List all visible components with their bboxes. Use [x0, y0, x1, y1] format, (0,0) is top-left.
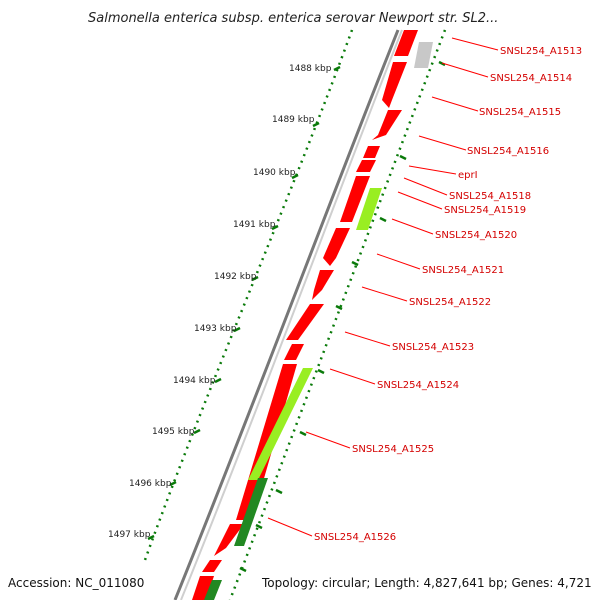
cds-feature[interactable]	[312, 270, 334, 300]
gene-labels: SNSL254_A1513 SNSL254_A1514 SNSL254_A151…	[314, 46, 582, 543]
cds-feature[interactable]	[382, 62, 407, 108]
cds-feature[interactable]	[284, 344, 304, 360]
backbone-outer	[173, 29, 400, 601]
gene-label[interactable]: SNSL254_A1515	[479, 107, 561, 118]
grey-feature[interactable]	[414, 42, 433, 68]
kbp-label: 1488 kbp	[289, 64, 332, 74]
inner-dotted-scale	[228, 29, 447, 601]
cds-feature[interactable]	[340, 176, 370, 222]
cds-feature[interactable]	[372, 110, 402, 140]
kbp-label: 1496 kbp	[129, 479, 172, 489]
kbp-label: 1493 kbp	[194, 324, 237, 334]
backbone-inner	[180, 29, 403, 601]
topology-text: Topology: circular; Length: 4,827,641 bp…	[261, 576, 592, 590]
kbp-label: 1495 kbp	[152, 427, 195, 437]
cds-feature[interactable]	[236, 364, 297, 520]
inner-ticks	[239, 60, 446, 573]
kbp-labels: 1488 kbp 1489 kbp 1490 kbp 1491 kbp 1492…	[108, 64, 332, 540]
kbp-label: 1491 kbp	[233, 220, 276, 230]
gene-label[interactable]: SNSL254_A1522	[409, 297, 491, 308]
gc-segment	[356, 188, 382, 230]
cds-feature[interactable]	[202, 560, 222, 572]
cds-feature[interactable]	[192, 576, 214, 600]
gene-label[interactable]: SNSL254_A1524	[377, 380, 459, 391]
label-leader-lines	[267, 37, 499, 537]
kbp-label: 1494 kbp	[173, 376, 216, 386]
gene-label[interactable]: SNSL254_A1526	[314, 532, 396, 543]
gene-label[interactable]: eprI	[458, 170, 478, 181]
cds-feature[interactable]	[214, 524, 244, 556]
cds-feature[interactable]	[363, 146, 380, 158]
gene-label[interactable]: SNSL254_A1518	[449, 191, 531, 202]
gene-label[interactable]: SNSL254_A1519	[444, 205, 526, 216]
cds-feature[interactable]	[394, 30, 418, 56]
gc-segment	[234, 478, 268, 546]
gene-label[interactable]: SNSL254_A1514	[490, 73, 572, 84]
cds-feature[interactable]	[323, 228, 350, 266]
cds-track	[192, 30, 433, 600]
map-title: Salmonella enterica subsp. enterica sero…	[88, 11, 498, 26]
gene-label[interactable]: SNSL254_A1525	[352, 444, 434, 455]
cds-feature[interactable]	[356, 160, 376, 172]
gene-label[interactable]: SNSL254_A1516	[467, 146, 549, 157]
accession-text: Accession: NC_011080	[8, 576, 144, 590]
gene-label[interactable]: SNSL254_A1523	[392, 342, 474, 353]
outer-dotted-scale	[143, 29, 354, 561]
kbp-label: 1497 kbp	[108, 530, 151, 540]
gene-label[interactable]: SNSL254_A1513	[500, 46, 582, 57]
gc-segment	[248, 368, 313, 480]
kbp-label: 1489 kbp	[272, 115, 315, 125]
gene-label[interactable]: SNSL254_A1520	[435, 230, 517, 241]
kbp-label: 1490 kbp	[253, 168, 296, 178]
gc-segment	[204, 580, 222, 600]
outer-ticks	[147, 65, 341, 541]
kbp-label: 1492 kbp	[214, 272, 257, 282]
cds-feature[interactable]	[286, 304, 324, 340]
gene-label[interactable]: SNSL254_A1521	[422, 265, 504, 276]
gc-track	[204, 188, 382, 600]
